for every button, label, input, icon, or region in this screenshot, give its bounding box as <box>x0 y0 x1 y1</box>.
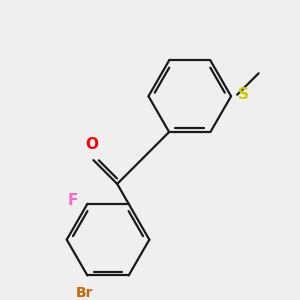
Text: F: F <box>68 193 78 208</box>
Text: Br: Br <box>76 286 93 300</box>
Text: O: O <box>85 137 98 152</box>
Text: S: S <box>238 87 249 102</box>
